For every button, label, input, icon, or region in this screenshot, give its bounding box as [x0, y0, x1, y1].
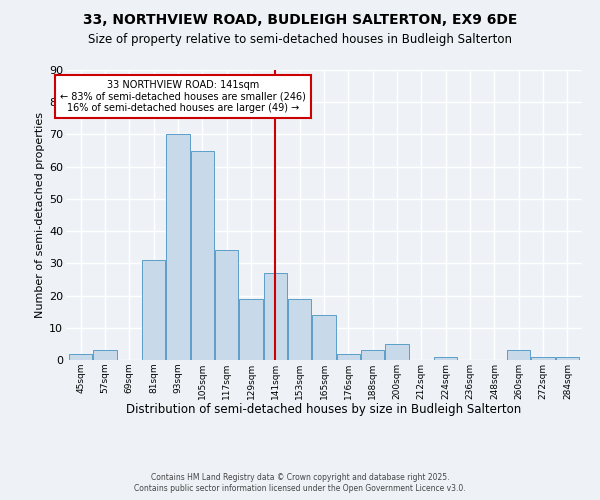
Bar	[94, 350, 116, 360]
Bar	[166, 134, 190, 360]
Bar	[239, 299, 263, 360]
Text: Size of property relative to semi-detached houses in Budleigh Salterton: Size of property relative to semi-detach…	[88, 32, 512, 46]
Bar	[385, 344, 409, 360]
Bar	[507, 350, 530, 360]
Bar	[142, 260, 165, 360]
Text: 33, NORTHVIEW ROAD, BUDLEIGH SALTERTON, EX9 6DE: 33, NORTHVIEW ROAD, BUDLEIGH SALTERTON, …	[83, 12, 517, 26]
Text: Contains HM Land Registry data © Crown copyright and database right 2025.: Contains HM Land Registry data © Crown c…	[151, 472, 449, 482]
Text: Contains public sector information licensed under the Open Government Licence v3: Contains public sector information licen…	[134, 484, 466, 493]
Bar	[215, 250, 238, 360]
Y-axis label: Number of semi-detached properties: Number of semi-detached properties	[35, 112, 45, 318]
Bar	[361, 350, 384, 360]
Bar	[434, 357, 457, 360]
Bar	[191, 150, 214, 360]
Bar	[264, 273, 287, 360]
Bar	[313, 315, 335, 360]
X-axis label: Distribution of semi-detached houses by size in Budleigh Salterton: Distribution of semi-detached houses by …	[127, 404, 521, 416]
Bar	[337, 354, 360, 360]
Bar	[556, 357, 579, 360]
Text: 33 NORTHVIEW ROAD: 141sqm
← 83% of semi-detached houses are smaller (246)
16% of: 33 NORTHVIEW ROAD: 141sqm ← 83% of semi-…	[60, 80, 306, 113]
Bar	[532, 357, 554, 360]
Bar	[69, 354, 92, 360]
Bar	[288, 299, 311, 360]
